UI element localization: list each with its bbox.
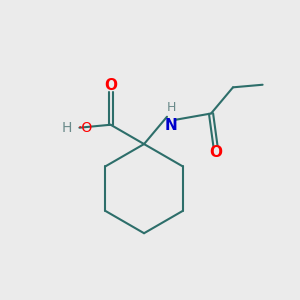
Text: N: N [165,118,178,133]
Text: O: O [209,145,222,160]
Text: ·O: ·O [78,121,93,135]
Text: O: O [104,78,117,93]
Text: H: H [167,101,176,114]
Text: H: H [62,121,72,135]
